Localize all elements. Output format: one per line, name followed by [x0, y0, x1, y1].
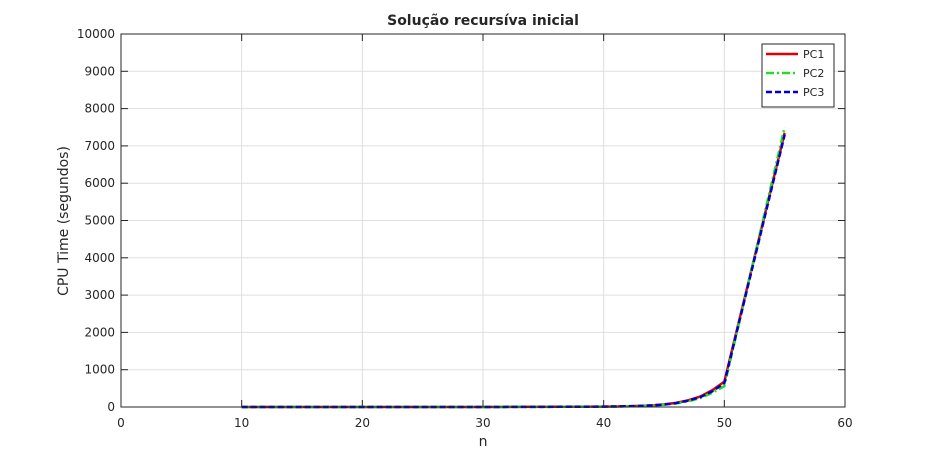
x-tick-label: 50 — [717, 416, 732, 430]
y-tick-label: 0 — [107, 400, 115, 414]
y-tick-label: 9000 — [84, 64, 115, 78]
y-tick-label: 1000 — [84, 363, 115, 377]
y-tick-label: 7000 — [84, 139, 115, 153]
legend-label-pc1: PC1 — [803, 48, 824, 61]
axes — [120, 33, 846, 408]
y-tick-label: 4000 — [84, 251, 115, 265]
x-axis-label: n — [479, 434, 488, 450]
x-tick-label: 0 — [117, 416, 125, 430]
x-tick-label: 10 — [234, 416, 249, 430]
x-tick-label: 40 — [596, 416, 611, 430]
x-tick-label: 60 — [837, 416, 852, 430]
y-tick-label: 2000 — [84, 325, 115, 339]
x-tick-label: 20 — [355, 416, 370, 430]
y-tick-label: 3000 — [84, 288, 115, 302]
series-line-pc2 — [241, 126, 786, 409]
y-tick-label: 5000 — [84, 214, 115, 228]
y-tick-label: 10000 — [77, 27, 115, 41]
tick-labels: 0 10 20 30 40 50 60 0 1000 2000 3000 4000 5000 6000 70… — [77, 27, 853, 430]
legend: PC1 PC2 PC3 — [761, 43, 835, 108]
legend-label-pc2: PC2 — [803, 67, 824, 80]
y-axis-label: CPU Time (segundos) — [56, 146, 72, 296]
y-tick-label: 8000 — [84, 102, 115, 116]
x-tick-label: 30 — [475, 416, 490, 430]
legend-label-pc3: PC3 — [803, 86, 824, 99]
chart-title: Solução recursíva inicial — [387, 13, 579, 29]
y-tick-label: 6000 — [84, 176, 115, 190]
